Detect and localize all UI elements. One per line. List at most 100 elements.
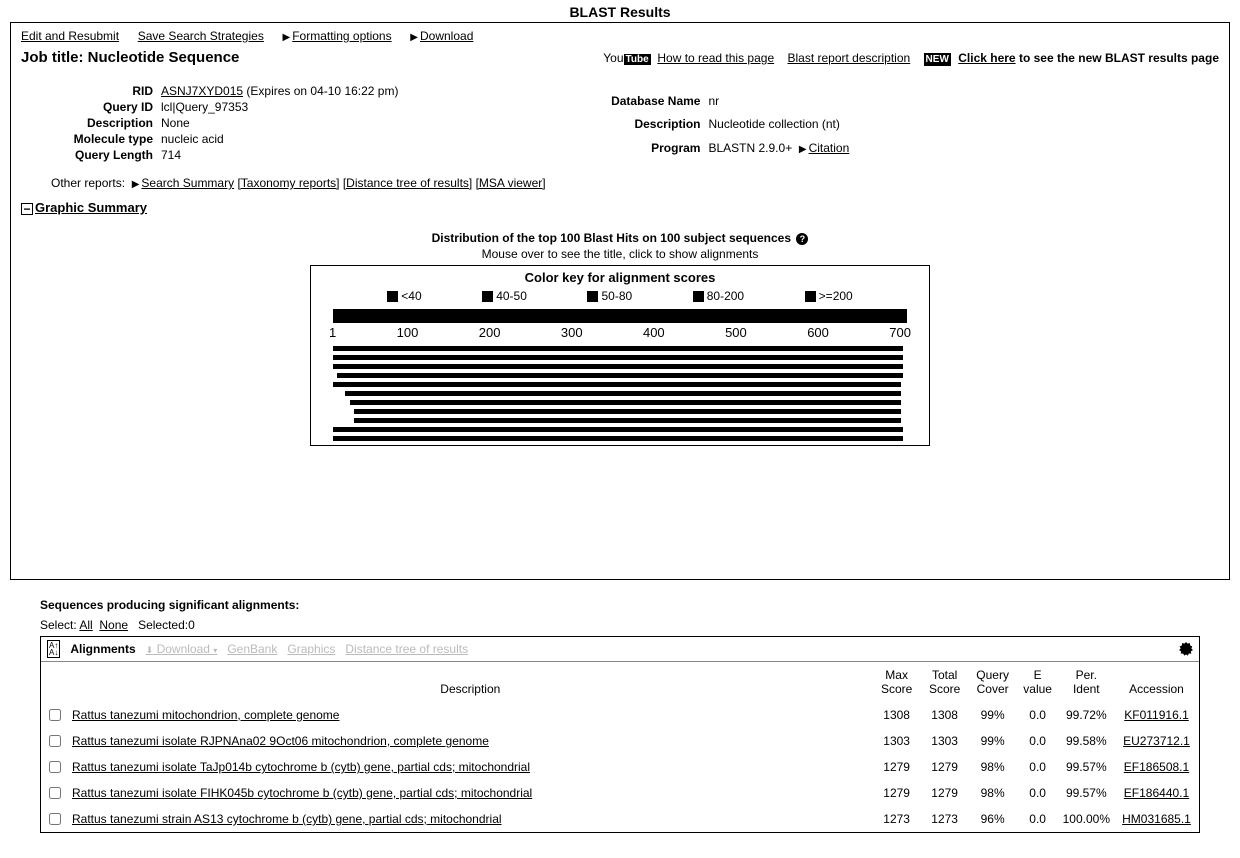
table-row: Rattus tanezumi mitochondrion, complete … [41,702,1199,728]
cell-query-cover: 96% [969,806,1017,832]
results-area: Sequences producing significant alignmen… [40,598,1200,833]
selected-count: 0 [188,618,195,632]
col-query-cover[interactable]: Query Cover [969,662,1017,702]
select-label: Select: [40,618,77,632]
msa-viewer-link[interactable]: [MSA viewer] [476,176,546,190]
citation-link[interactable]: Citation [809,141,850,155]
mol-type-label: Molecule type [21,132,161,146]
toolbar-distance-tree-link[interactable]: Distance tree of results [345,642,468,656]
other-reports-row: Other reports: ▶Search Summary [Taxonomy… [51,176,1219,190]
cell-per-ident: 99.57% [1059,780,1114,806]
program-value: BLASTN 2.9.0+ [708,141,792,155]
alignment-hit-bar[interactable] [345,391,901,396]
result-description-link[interactable]: Rattus tanezumi strain AS13 cytochrome b… [72,812,502,826]
job-title-value: Nucleotide Sequence [88,49,240,66]
legend-swatch-icon [482,291,493,302]
legend-item: <40 [387,289,421,303]
scale-tick-label: 600 [807,325,829,340]
alignments-tab[interactable]: Alignments [70,642,135,656]
select-row: Select: All None Selected:0 [40,618,1200,632]
search-summary-link[interactable]: Search Summary [141,176,234,190]
main-panel: Edit and Resubmit Save Search Strategies… [10,22,1230,580]
alignment-hit-bar[interactable] [354,409,902,414]
result-description-link[interactable]: Rattus tanezumi isolate RJPNAna02 9Oct06… [72,734,489,748]
accession-link[interactable]: EF186508.1 [1124,760,1189,774]
rid-expires: (Expires on 04-10 16:22 pm) [246,84,398,98]
accession-link[interactable]: EU273712.1 [1123,734,1190,748]
taxonomy-reports-link[interactable]: [Taxonomy reports] [237,176,339,190]
cell-per-ident: 99.57% [1059,754,1114,780]
download-link[interactable]: Download [420,29,473,43]
result-description-link[interactable]: Rattus tanezumi isolate FIHK045b cytochr… [72,786,532,800]
col-total-score[interactable]: Total Score [921,662,969,702]
youtube-prefix: You [603,51,623,65]
cell-e-value: 0.0 [1017,780,1059,806]
collapse-icon[interactable]: − [21,203,33,215]
col-per-ident[interactable]: Per. Ident [1059,662,1114,702]
alignment-hit-bar[interactable] [333,427,903,432]
select-none-link[interactable]: None [99,618,128,632]
gear-icon[interactable] [1179,642,1193,656]
results-toolbar: A↑A↓ Alignments ⬇ Download ▾ GenBank Gra… [41,637,1199,662]
scale-tick-label: 300 [561,325,583,340]
accession-link[interactable]: HM031685.1 [1122,812,1191,826]
rid-link[interactable]: ASNJ7XYD015 [161,84,243,98]
triangle-icon: ▶ [799,144,807,155]
edit-resubmit-link[interactable]: Edit and Resubmit [21,29,119,43]
cell-query-cover: 98% [969,780,1017,806]
row-checkbox[interactable] [49,813,61,825]
alignment-hit-bar[interactable] [350,400,902,405]
alignment-hit-bar[interactable] [333,364,903,369]
alignment-hit-bar[interactable] [333,436,903,441]
alignment-hit-bar[interactable] [354,418,902,423]
col-description[interactable]: Description [68,662,873,702]
query-desc-value: None [161,116,398,130]
cell-query-cover: 98% [969,754,1017,780]
col-max-score[interactable]: Max Score [873,662,921,702]
graphic-summary-header[interactable]: −Graphic Summary [21,200,1219,215]
report-description-link[interactable]: Blast report description [787,51,910,65]
alignment-hit-bar[interactable] [333,382,901,387]
toolbar-download-link[interactable]: ⬇ Download ▾ [146,642,218,656]
accession-link[interactable]: KF011916.1 [1124,708,1189,722]
legend-swatch-icon [693,291,704,302]
toolbar-genbank-link[interactable]: GenBank [227,642,277,656]
distance-tree-link[interactable]: [Distance tree of results] [343,176,472,190]
cell-max-score: 1308 [873,702,921,728]
select-all-link[interactable]: All [79,618,92,632]
accession-link[interactable]: EF186440.1 [1124,786,1189,800]
job-title: Job title: Nucleotide Sequence [21,49,239,66]
result-description-link[interactable]: Rattus tanezumi isolate TaJp014b cytochr… [72,760,530,774]
legend-label: >=200 [819,289,853,303]
query-id-value: lcl|Query_97353 [161,100,398,114]
scale-tick-label: 500 [725,325,747,340]
legend-item: 40-50 [482,289,527,303]
youtube-icon[interactable]: YouTube [603,51,654,65]
query-scale-bar [333,309,907,323]
sort-icon[interactable]: A↑A↓ [47,640,60,658]
alignment-hit-bar[interactable] [333,346,903,351]
legend-item: 50-80 [587,289,632,303]
row-checkbox[interactable] [49,761,61,773]
alignment-hit-bar[interactable] [333,355,903,360]
col-accession[interactable]: Accession [1114,662,1199,702]
alignment-hit-bar[interactable] [337,373,903,378]
download-icon: ⬇ [146,645,154,655]
query-len-label: Query Length [21,148,161,162]
help-icon[interactable]: ? [796,233,808,245]
db-name-label: Database Name [578,94,708,116]
col-evalue[interactable]: E value [1017,662,1059,702]
new-results-page-link[interactable]: Click here [958,51,1015,65]
row-checkbox[interactable] [49,787,61,799]
toolbar-graphics-link[interactable]: Graphics [287,642,335,656]
legend-swatch-icon [387,291,398,302]
row-checkbox[interactable] [49,735,61,747]
how-to-read-link[interactable]: How to read this page [657,51,774,65]
cell-e-value: 0.0 [1017,754,1059,780]
row-checkbox[interactable] [49,709,61,721]
save-strategies-link[interactable]: Save Search Strategies [138,29,264,43]
result-description-link[interactable]: Rattus tanezumi mitochondrion, complete … [72,708,339,722]
cell-max-score: 1303 [873,728,921,754]
results-table: Description Max Score Total Score Query … [41,662,1199,832]
formatting-options-link[interactable]: Formatting options [292,29,391,43]
